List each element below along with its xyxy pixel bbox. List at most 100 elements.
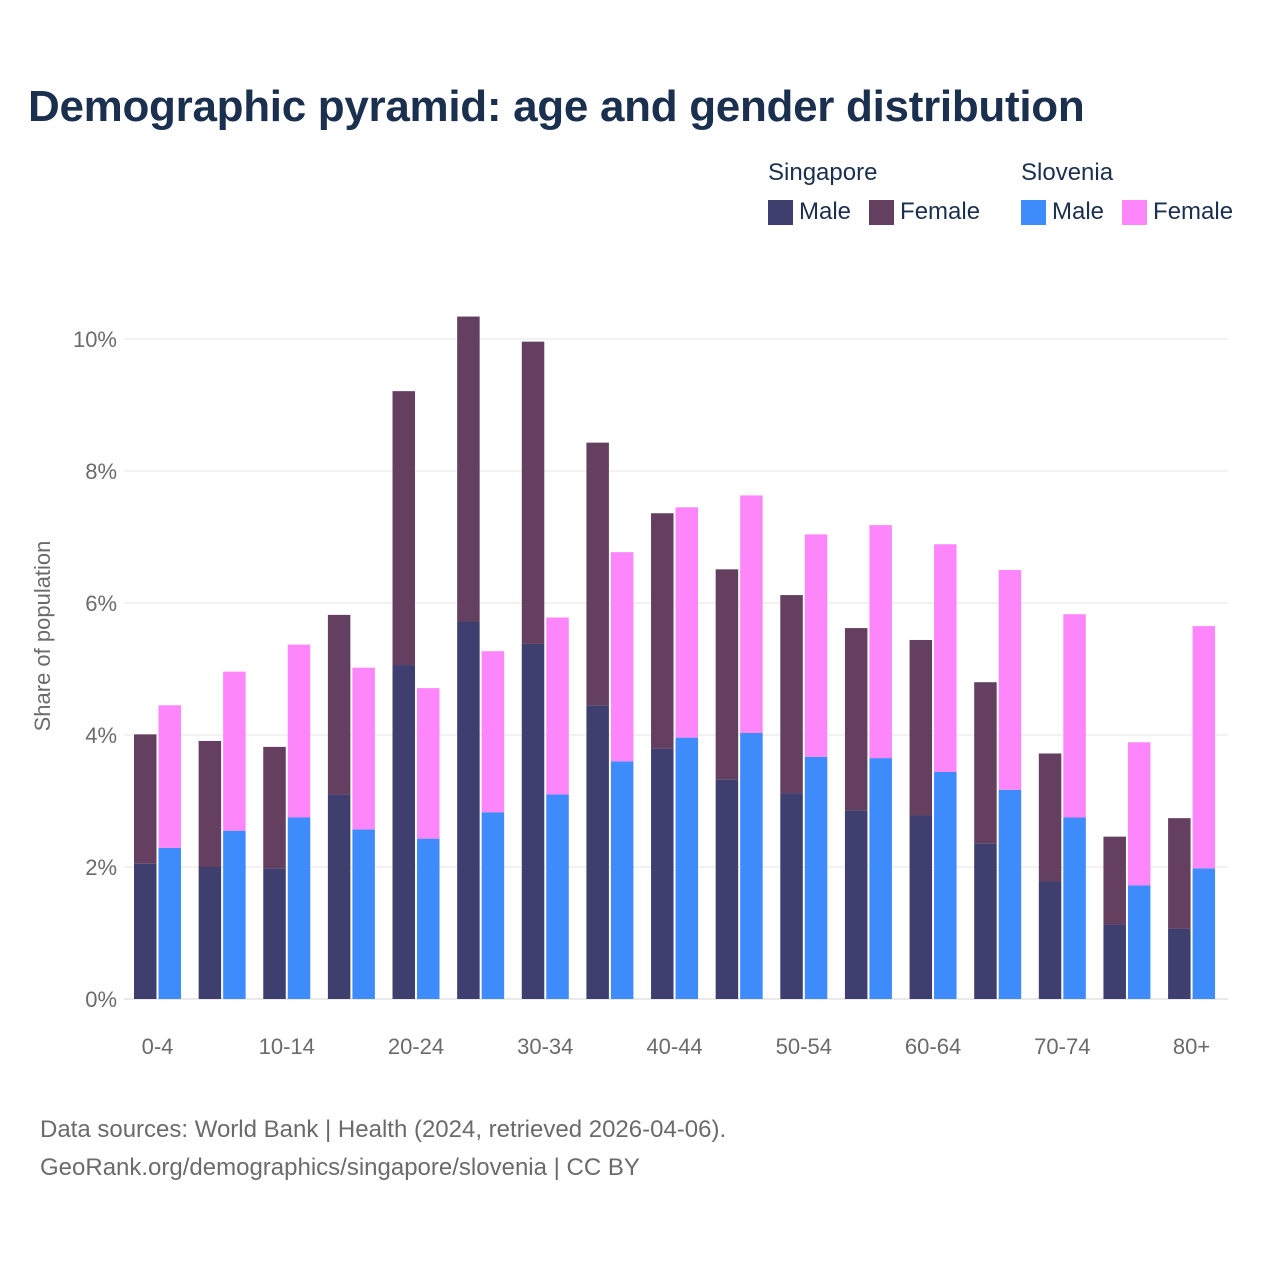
bar-singapore-female: [263, 746, 286, 869]
source-line-2[interactable]: GeoRank.org/demographics/singapore/slove…: [40, 1154, 640, 1181]
legend-group-singapore: Singapore Male Female: [768, 156, 998, 226]
bar-slovenia-male: [934, 771, 957, 999]
bar-singapore-female: [974, 682, 997, 844]
bar-singapore-male: [392, 665, 416, 999]
x-tick-label: 70-74: [1034, 1034, 1090, 1059]
legend-swatch: [1021, 199, 1046, 225]
bar-singapore-female: [134, 734, 157, 864]
bar-slovenia-male: [287, 817, 311, 999]
bar-slovenia-female: [610, 552, 634, 762]
x-tick-label: 80+: [1173, 1034, 1210, 1059]
bar-singapore-male: [263, 868, 286, 999]
x-tick-label: 30-34: [517, 1034, 573, 1059]
bar-slovenia-female: [1063, 614, 1086, 818]
bar-slovenia-female: [158, 705, 181, 848]
legend-item-slovenia-male[interactable]: Male: [1021, 198, 1104, 226]
bar-singapore-female: [1103, 836, 1126, 925]
bar-slovenia-female: [869, 525, 892, 759]
bar-slovenia-female: [546, 617, 569, 795]
bar-slovenia-male: [352, 829, 375, 999]
bar-singapore-male: [327, 794, 351, 999]
bar-singapore-female: [715, 569, 739, 780]
bar-singapore-female: [198, 740, 222, 867]
bar-slovenia-female: [675, 507, 699, 738]
legend-item-slovenia-female[interactable]: Female: [1122, 198, 1233, 226]
bar-slovenia-female: [287, 644, 311, 818]
bar-singapore-male: [715, 779, 739, 999]
x-tick-label: 20-24: [388, 1034, 444, 1059]
legend-swatch: [869, 199, 895, 225]
legend-group-title: Singapore: [768, 159, 878, 186]
bar-singapore-male: [1038, 881, 1062, 999]
bar-slovenia-male: [740, 733, 763, 999]
bar-singapore-male: [457, 621, 480, 999]
legend-swatch: [1122, 199, 1148, 225]
bar-singapore-female: [1168, 818, 1191, 929]
x-tick-label: 60-64: [905, 1034, 961, 1059]
y-tick-label: 10%: [73, 327, 117, 352]
bar-slovenia-male: [998, 789, 1022, 999]
legend-item-singapore-male[interactable]: Male: [768, 198, 851, 226]
bar-singapore-male: [134, 863, 157, 999]
bar-slovenia-female: [1127, 742, 1151, 886]
bar-slovenia-male: [223, 830, 246, 999]
x-tick-label: 10-14: [259, 1034, 315, 1059]
bar-slovenia-female: [223, 671, 246, 831]
bar-singapore-female: [392, 391, 416, 666]
bar-singapore-female: [586, 442, 609, 706]
bar-slovenia-male: [417, 838, 440, 999]
bar-slovenia-female: [804, 534, 828, 757]
bar-singapore-male: [521, 643, 545, 999]
bar-singapore-male: [974, 843, 997, 999]
chart-title: Demographic pyramid: age and gender dist…: [28, 82, 1085, 131]
y-tick-label: 8%: [85, 459, 117, 484]
bar-singapore-male: [651, 748, 674, 999]
x-tick-label: 40-44: [646, 1034, 702, 1059]
bar-slovenia-male: [1127, 885, 1151, 999]
bar-slovenia-male: [1192, 868, 1216, 999]
y-tick-label: 4%: [85, 723, 117, 748]
bar-slovenia-female: [934, 544, 957, 772]
bar-singapore-male: [586, 705, 609, 999]
bar-singapore-female: [327, 614, 351, 795]
legend-item-singapore-female[interactable]: Female: [869, 198, 980, 226]
bar-singapore-male: [1168, 928, 1191, 999]
bar-singapore-female: [457, 316, 480, 622]
legend-label: Male: [799, 198, 852, 225]
bar-singapore-female: [521, 341, 545, 644]
legend-label: Female: [900, 198, 981, 225]
bar-slovenia-female: [1192, 626, 1216, 869]
bar-singapore-female: [651, 513, 674, 749]
y-tick-label: 2%: [85, 855, 117, 880]
source-line-1: Data sources: World Bank | Health (2024,…: [40, 1116, 727, 1143]
x-tick-label: 0-4: [142, 1034, 174, 1059]
bar-slovenia-female: [352, 667, 375, 830]
bar-slovenia-female: [998, 570, 1022, 790]
bar-slovenia-male: [546, 794, 569, 999]
x-tick-label: 50-54: [776, 1034, 832, 1059]
bar-slovenia-male: [804, 756, 828, 999]
y-axis-label: Share of population: [30, 541, 55, 732]
bar-slovenia-female: [481, 651, 505, 813]
bar-singapore-male: [198, 867, 222, 999]
bar-singapore-male: [780, 793, 803, 999]
bar-singapore-male: [909, 815, 933, 999]
bar-slovenia-male: [158, 847, 181, 999]
bar-singapore-female: [909, 639, 933, 816]
legend-label: Female: [1153, 198, 1234, 225]
y-tick-label: 0%: [85, 987, 117, 1012]
bar-slovenia-male: [675, 737, 699, 999]
bar-singapore-female: [780, 595, 803, 794]
bar-singapore-male: [1103, 924, 1126, 999]
bar-slovenia-male: [610, 761, 634, 999]
bar-slovenia-male: [869, 758, 892, 999]
bar-slovenia-male: [481, 812, 505, 999]
y-tick-label: 6%: [85, 591, 117, 616]
bar-slovenia-male: [1063, 817, 1086, 999]
bar-singapore-female: [844, 628, 868, 811]
legend-swatch: [768, 199, 793, 225]
bar-singapore-male: [844, 810, 868, 999]
bar-slovenia-female: [740, 495, 763, 734]
bar-slovenia-female: [417, 688, 440, 839]
